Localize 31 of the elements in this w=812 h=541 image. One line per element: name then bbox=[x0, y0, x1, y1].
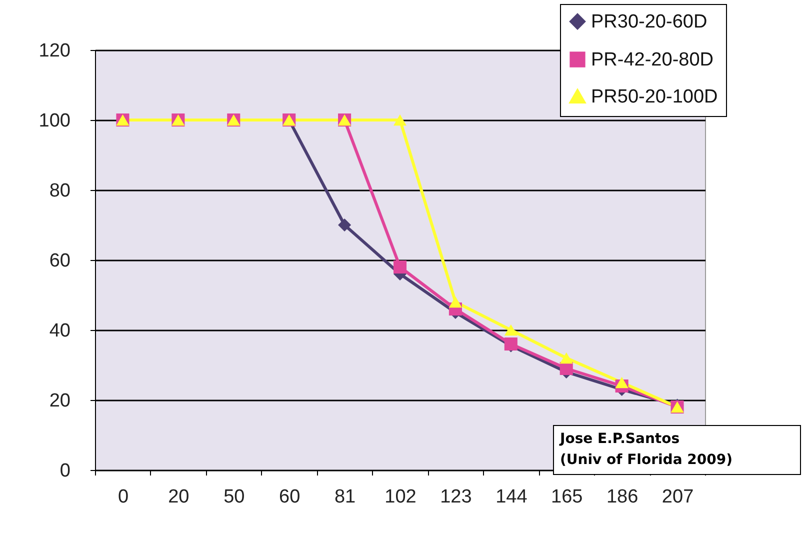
point bbox=[448, 296, 462, 308]
point bbox=[393, 260, 407, 274]
legend-label: PR-42-20-80D bbox=[591, 50, 714, 70]
x-tick-label: 102 bbox=[384, 486, 416, 508]
legend-label: PR50-20-100D bbox=[591, 86, 718, 108]
y-tick-label: 60 bbox=[49, 250, 70, 272]
point bbox=[615, 376, 628, 388]
y-tick-label: 20 bbox=[49, 390, 70, 412]
y-tick-label: 80 bbox=[49, 180, 70, 202]
annotation: Jose E.P.Santos bbox=[560, 430, 681, 449]
x-tick-label: 50 bbox=[224, 486, 245, 508]
y-tick-label: 40 bbox=[49, 320, 70, 342]
x-tick-label: 207 bbox=[662, 486, 694, 508]
x-tick-label: 165 bbox=[551, 486, 583, 508]
annotation: (Univ of Florida 2009) bbox=[560, 451, 734, 470]
x-tick-label: 60 bbox=[279, 486, 300, 508]
point bbox=[504, 324, 518, 336]
y-tick-label: 100 bbox=[38, 110, 70, 132]
legend-label: PR30-20-60D bbox=[591, 12, 708, 32]
x-tick-label: 123 bbox=[440, 486, 472, 508]
y-tick-label: 0 bbox=[60, 460, 70, 482]
x-tick-label: 0 bbox=[118, 486, 129, 508]
x-tick-label: 20 bbox=[168, 486, 190, 508]
point bbox=[393, 114, 407, 126]
x-tick-label: 144 bbox=[496, 486, 528, 508]
point bbox=[560, 352, 573, 364]
point bbox=[338, 218, 352, 232]
note-box: Jose E.P.Santos (Univ of Florida 2009) bbox=[553, 425, 801, 475]
x-tick-label: 81 bbox=[334, 486, 356, 508]
y-tick-label: 120 bbox=[38, 40, 70, 62]
x-tick-label: 186 bbox=[606, 486, 638, 508]
